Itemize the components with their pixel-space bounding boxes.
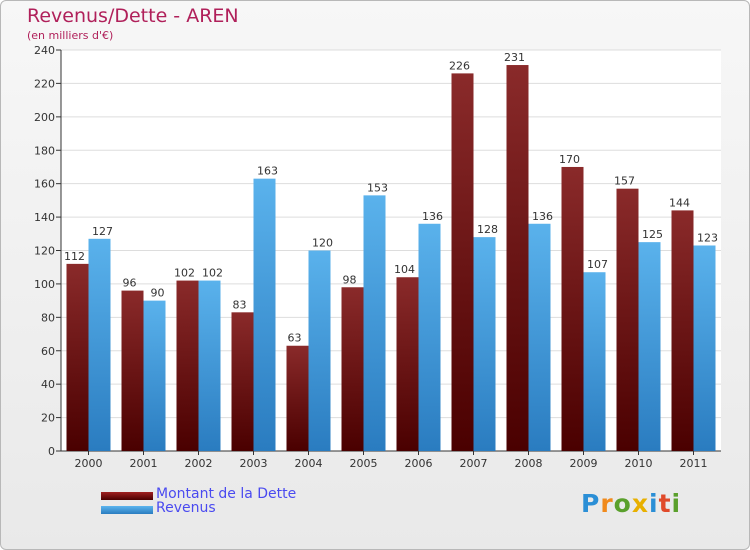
bar-revenue-2011 bbox=[693, 245, 716, 451]
bar-debt-2010 bbox=[616, 188, 639, 451]
bar-revenue-2006 bbox=[418, 223, 441, 451]
y-tick-label: 140 bbox=[34, 211, 55, 224]
value-label-debt-2007: 226 bbox=[449, 59, 470, 72]
value-label-debt-2011: 144 bbox=[669, 196, 690, 209]
y-tick-label: 240 bbox=[34, 44, 55, 57]
x-tick-label-2011: 2011 bbox=[680, 457, 708, 470]
y-tick-label: 20 bbox=[41, 412, 55, 425]
bar-revenue-2009 bbox=[583, 272, 606, 451]
value-label-revenue-2010: 125 bbox=[642, 228, 663, 241]
bar-revenue-2010 bbox=[638, 242, 661, 451]
value-label-debt-2008: 231 bbox=[504, 51, 525, 64]
y-tick-label: 60 bbox=[41, 345, 55, 358]
y-tick-label: 100 bbox=[34, 278, 55, 291]
proxiti-logo: Proxiti bbox=[581, 489, 682, 518]
x-tick-label-2004: 2004 bbox=[295, 457, 323, 470]
value-label-debt-2004: 63 bbox=[288, 332, 302, 345]
chart-subtitle: (en milliers d'€) bbox=[27, 29, 114, 42]
value-label-revenue-2011: 123 bbox=[697, 231, 718, 244]
bar-debt-2005 bbox=[341, 287, 364, 451]
value-label-debt-2010: 157 bbox=[614, 175, 635, 188]
bar-debt-2008 bbox=[506, 65, 529, 451]
y-tick-label: 180 bbox=[34, 144, 55, 157]
value-label-debt-2006: 104 bbox=[394, 263, 415, 276]
legend-label-revenue: Revenus bbox=[156, 500, 216, 516]
value-label-debt-2000: 112 bbox=[64, 250, 85, 263]
bar-revenue-2001 bbox=[143, 300, 166, 451]
value-label-revenue-2004: 120 bbox=[312, 237, 333, 250]
bar-debt-2003 bbox=[231, 312, 254, 451]
legend-label-debt: Montant de la Dette bbox=[156, 486, 297, 502]
bar-debt-2009 bbox=[561, 166, 584, 452]
bar-revenue-2005 bbox=[363, 195, 386, 451]
bar-debt-2007 bbox=[451, 73, 474, 452]
bar-revenue-2000 bbox=[88, 238, 111, 451]
x-tick-label-2006: 2006 bbox=[405, 457, 433, 470]
bar-debt-2011 bbox=[671, 210, 694, 451]
value-label-revenue-2005: 153 bbox=[367, 181, 388, 194]
value-label-revenue-2003: 163 bbox=[257, 165, 278, 178]
value-label-revenue-2007: 128 bbox=[477, 223, 498, 236]
value-label-revenue-2000: 127 bbox=[92, 225, 113, 238]
value-label-debt-2001: 96 bbox=[123, 277, 137, 290]
value-label-debt-2003: 83 bbox=[233, 298, 247, 311]
y-tick-label: 220 bbox=[34, 77, 55, 90]
x-tick-label-2002: 2002 bbox=[185, 457, 213, 470]
y-tick-label: 0 bbox=[48, 445, 55, 458]
value-label-revenue-2001: 90 bbox=[151, 287, 165, 300]
bar-revenue-2007 bbox=[473, 237, 496, 451]
x-tick-label-2005: 2005 bbox=[350, 457, 378, 470]
bar-debt-2002 bbox=[176, 280, 199, 451]
x-tick-label-2007: 2007 bbox=[460, 457, 488, 470]
bar-debt-2000 bbox=[66, 263, 89, 451]
bar-debt-2001 bbox=[121, 290, 144, 451]
value-label-revenue-2009: 107 bbox=[587, 258, 608, 271]
x-tick-label-2008: 2008 bbox=[515, 457, 543, 470]
value-label-debt-2005: 98 bbox=[343, 273, 357, 286]
x-tick-label-2001: 2001 bbox=[130, 457, 158, 470]
value-label-revenue-2008: 136 bbox=[532, 210, 553, 223]
x-tick-label-2003: 2003 bbox=[240, 457, 268, 470]
chart-title: Revenus/Dette - AREN bbox=[27, 5, 239, 27]
legend-swatch-debt bbox=[101, 492, 153, 500]
bar-debt-2004 bbox=[286, 345, 309, 451]
y-tick-label: 200 bbox=[34, 111, 55, 124]
bar-debt-2006 bbox=[396, 277, 419, 451]
y-tick-label: 120 bbox=[34, 245, 55, 258]
bar-revenue-2002 bbox=[198, 280, 221, 451]
bar-revenue-2003 bbox=[253, 178, 276, 451]
x-tick-label-2010: 2010 bbox=[625, 457, 653, 470]
legend-swatch-revenue bbox=[101, 506, 153, 514]
bar-revenue-2008 bbox=[528, 223, 551, 451]
value-label-revenue-2006: 136 bbox=[422, 210, 443, 223]
y-tick-label: 80 bbox=[41, 311, 55, 324]
y-tick-label: 160 bbox=[34, 178, 55, 191]
x-tick-label-2009: 2009 bbox=[570, 457, 598, 470]
value-label-debt-2009: 170 bbox=[559, 153, 580, 166]
bar-revenue-2004 bbox=[308, 250, 331, 451]
value-label-revenue-2002: 102 bbox=[202, 267, 223, 280]
x-tick-label-2000: 2000 bbox=[75, 457, 103, 470]
y-tick-label: 40 bbox=[41, 378, 55, 391]
value-label-debt-2002: 102 bbox=[174, 267, 195, 280]
